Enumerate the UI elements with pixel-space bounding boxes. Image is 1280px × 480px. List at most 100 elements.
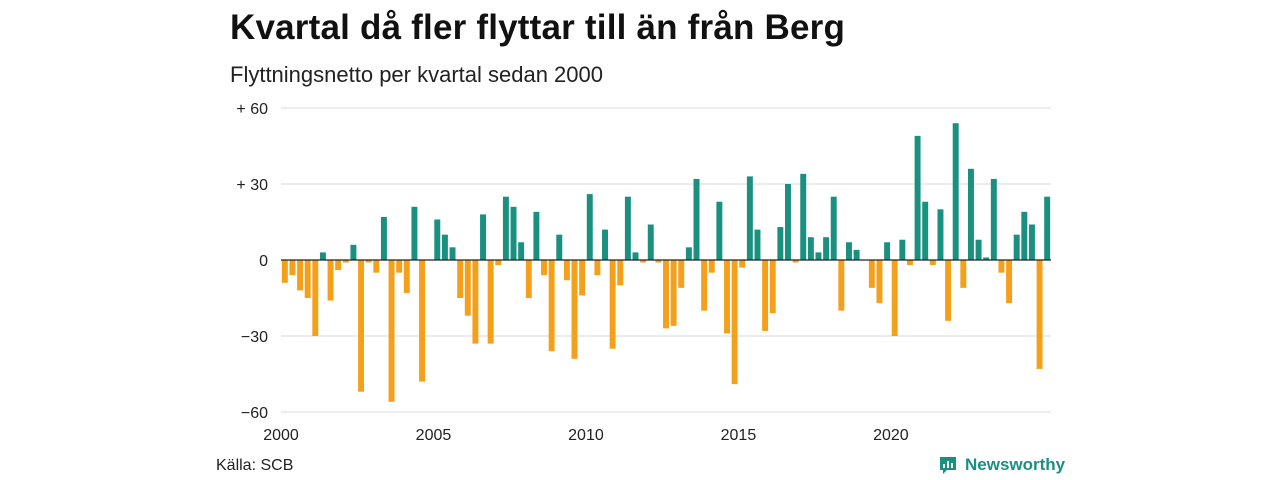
- bar: [373, 260, 380, 273]
- bar: [388, 260, 395, 402]
- bar: [876, 260, 883, 304]
- bar: [663, 260, 669, 329]
- bar-chart: + 60 + 30 0 −30 −60 2000 2005 2010 2015 2020: [236, 101, 1051, 444]
- bar: [884, 242, 891, 260]
- x-tick-label: 2015: [721, 427, 757, 444]
- bar: [518, 242, 525, 260]
- bar: [731, 260, 738, 385]
- y-tick-label: −30: [241, 329, 268, 346]
- bar: [769, 260, 776, 314]
- bar: [525, 260, 532, 298]
- bar: [472, 260, 479, 344]
- brand-logo[interactable]: Newsworthy: [938, 455, 1065, 475]
- bar: [655, 260, 662, 263]
- bar: [716, 201, 723, 260]
- bar: [960, 260, 967, 288]
- bar: [792, 260, 799, 263]
- bar: [1006, 260, 1013, 304]
- bar: [319, 252, 326, 260]
- bar: [853, 249, 860, 260]
- bar: [983, 257, 990, 260]
- bar: [670, 260, 677, 326]
- x-tick-label: 2010: [568, 427, 604, 444]
- bar: [327, 260, 334, 301]
- bar: [579, 260, 586, 296]
- bar: [571, 260, 578, 359]
- bar: [647, 224, 654, 260]
- y-tick-label: + 30: [236, 177, 268, 194]
- bar: [510, 206, 517, 260]
- newsworthy-logo-icon: [940, 457, 956, 474]
- bar: [594, 260, 601, 276]
- bar: [800, 173, 807, 260]
- bar: [1021, 211, 1028, 260]
- bar: [967, 168, 974, 260]
- bar: [807, 237, 814, 260]
- bar: [358, 260, 365, 392]
- y-tick-label: −60: [241, 405, 268, 422]
- bar: [289, 260, 296, 276]
- x-tick-label: 2020: [873, 427, 909, 444]
- bar: [746, 176, 753, 260]
- bar: [929, 260, 936, 266]
- bar: [434, 219, 441, 260]
- bar: [563, 260, 570, 281]
- bar: [914, 135, 921, 260]
- bar: [365, 260, 372, 263]
- bar: [975, 239, 982, 260]
- x-tick-label: 2005: [416, 427, 452, 444]
- bar: [640, 260, 647, 263]
- bar: [937, 209, 944, 260]
- bar: [678, 260, 685, 288]
- bar: [754, 229, 761, 260]
- bar: [685, 247, 692, 260]
- bar: [990, 178, 997, 260]
- bar: [1044, 196, 1051, 260]
- bar: [609, 260, 616, 349]
- bar: [449, 247, 456, 260]
- bar: [899, 239, 906, 260]
- bar: [891, 260, 898, 336]
- bar: [906, 260, 913, 266]
- y-tick-label: + 60: [236, 101, 268, 118]
- bar: [480, 214, 487, 260]
- bar: [777, 227, 784, 260]
- bar: [586, 194, 593, 260]
- bar: [785, 184, 791, 260]
- bar: [281, 260, 288, 283]
- x-tick-label: 2000: [263, 427, 299, 444]
- bar: [823, 237, 830, 260]
- bar: [297, 260, 304, 291]
- bar: [868, 260, 875, 288]
- bar: [724, 260, 730, 334]
- bars: [281, 123, 1051, 402]
- bar: [632, 252, 639, 260]
- bar: [1028, 224, 1035, 260]
- bar: [312, 260, 319, 336]
- bar: [441, 234, 448, 260]
- bar: [464, 260, 471, 316]
- brand-name: Newsworthy: [965, 455, 1066, 474]
- bar: [701, 260, 708, 311]
- bar: [617, 260, 624, 286]
- chart-title: Kvartal då fler flyttar till än från Ber…: [230, 8, 846, 47]
- grid-lines: [281, 107, 1051, 413]
- bar: [548, 260, 555, 352]
- bar: [495, 260, 502, 266]
- bar: [403, 260, 410, 293]
- bar: [945, 260, 952, 321]
- bar: [411, 206, 418, 260]
- bar: [502, 196, 509, 260]
- bar: [815, 252, 822, 260]
- bar: [952, 123, 959, 260]
- x-axis-tick-labels: 2000 2005 2010 2015 2020: [263, 427, 909, 444]
- bar: [922, 201, 929, 260]
- bar: [838, 260, 845, 311]
- bar: [487, 260, 494, 344]
- bar: [624, 196, 631, 260]
- bar: [830, 196, 837, 260]
- bar: [998, 260, 1005, 273]
- bar: [708, 260, 715, 273]
- y-tick-label: 0: [259, 253, 268, 270]
- bar: [762, 260, 769, 331]
